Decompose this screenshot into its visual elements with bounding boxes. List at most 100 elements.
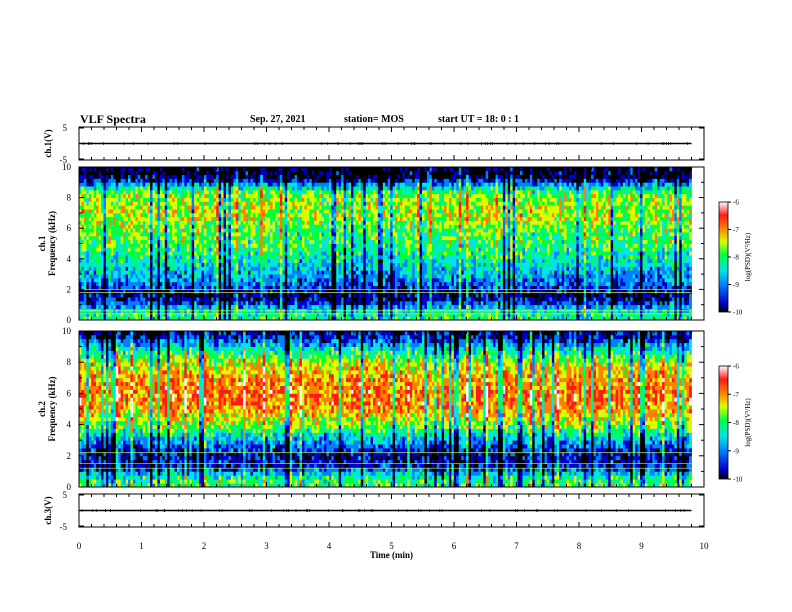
spectrogram-cell	[338, 212, 342, 218]
spectrogram-cell	[113, 201, 117, 206]
spectrogram-cell	[206, 254, 210, 260]
spectrogram-cell	[301, 266, 305, 271]
spectrogram-cell	[260, 274, 264, 279]
spectrogram-cell	[79, 174, 82, 179]
spectrogram-cell	[267, 277, 271, 283]
spectrogram-cell	[91, 277, 95, 283]
spectrogram-cell	[333, 189, 337, 195]
spectrogram-cell	[341, 182, 344, 187]
spectrogram-cell	[184, 189, 188, 195]
spectrogram-cell	[113, 266, 117, 271]
spectrogram-cell	[164, 235, 168, 241]
spectrogram-cell	[110, 224, 114, 229]
spectrogram-cell	[172, 212, 175, 218]
spectrogram-cell	[360, 254, 364, 260]
spectrogram-cell	[152, 182, 156, 187]
spectrogram-cell	[368, 224, 371, 229]
spectrogram-cell	[331, 262, 335, 267]
spectrogram-cell	[270, 312, 273, 317]
spectrogram-cell	[172, 277, 175, 283]
spectrogram-cell	[299, 289, 303, 294]
spectrogram-cell	[96, 224, 99, 229]
spectrogram-cell	[272, 300, 276, 306]
spectrogram-cell	[110, 258, 114, 264]
spectrogram-cell	[294, 277, 298, 283]
spectrogram-cell	[194, 224, 197, 229]
spectrogram-cell	[341, 251, 344, 256]
spectrogram-cell	[301, 197, 305, 202]
spectrogram-cell	[289, 312, 293, 317]
spectrogram-cell	[167, 293, 171, 298]
spectrogram-cell	[206, 182, 210, 187]
spectrogram-cell	[304, 189, 308, 195]
spectrogram-cell	[135, 262, 139, 267]
spectrogram-cell	[184, 205, 188, 210]
spectrogram-cell	[243, 316, 246, 321]
spectrogram-cell	[81, 170, 85, 176]
spectrogram-cell	[304, 316, 308, 321]
spectrogram-cell	[130, 243, 134, 248]
spectrogram-cell	[88, 304, 92, 309]
spectrogram-cell	[260, 205, 264, 210]
spectrogram-cell	[353, 285, 357, 290]
spectrogram-cell	[287, 258, 291, 264]
spectrogram-cell	[147, 243, 151, 248]
spectrogram-cell	[162, 216, 166, 221]
spectrogram-cell	[113, 216, 117, 221]
spectrogram-cell	[321, 293, 325, 298]
spectrogram-cell	[348, 297, 352, 302]
spectrogram-cell	[233, 312, 237, 317]
spectrogram-cell	[203, 239, 207, 244]
spectrogram-cell	[265, 262, 269, 267]
spectrogram-cell	[105, 186, 109, 191]
spectrogram-cell	[297, 277, 300, 283]
spectrogram-cell	[348, 300, 352, 306]
spectrogram-cell	[159, 304, 163, 309]
spectrogram-cell	[96, 285, 99, 290]
spectrogram-cell	[140, 201, 144, 206]
spectrogram-cell	[125, 270, 129, 275]
spectrogram-cell	[277, 205, 281, 210]
spectrogram-cell	[316, 262, 320, 267]
spectrogram-cell	[350, 289, 354, 294]
spectrogram-cell	[299, 201, 303, 206]
spectrogram-cell	[101, 193, 104, 198]
spectrogram-cell	[152, 281, 156, 286]
spectrogram-cell	[228, 224, 232, 229]
spectrogram-cell	[189, 258, 193, 264]
spectrogram-cell	[167, 182, 171, 187]
spectrogram-cell	[191, 285, 195, 290]
spectrogram-cell	[203, 274, 207, 279]
spectrogram-cell	[206, 251, 210, 256]
spectrogram-cell	[245, 239, 249, 244]
spectrogram-cell	[189, 293, 193, 298]
spectrogram-cell	[233, 289, 237, 294]
spectrogram-cell	[123, 197, 126, 202]
spectrogram-cell	[118, 193, 122, 198]
spectrogram-cell	[255, 239, 259, 244]
spectrogram-cell	[81, 220, 85, 225]
spectrogram-cell	[199, 243, 202, 248]
spectrogram-cell	[152, 197, 156, 202]
spectrogram-cell	[328, 270, 332, 275]
spectrogram-cell	[284, 300, 288, 306]
spectrogram-cell	[142, 189, 146, 195]
spectrogram-cell	[328, 170, 332, 176]
spectrogram-cell	[132, 312, 136, 317]
spectrogram-cell	[86, 293, 90, 298]
spectrogram-cell	[328, 182, 332, 187]
spectrogram-cell	[309, 239, 313, 244]
spectrogram-cell	[284, 289, 288, 294]
spectrogram-cell	[206, 178, 210, 183]
spectrogram-cell	[252, 281, 256, 286]
spectrogram-cell	[113, 228, 117, 233]
spectrogram-cell	[311, 251, 315, 256]
spectrogram-cell	[172, 300, 175, 306]
spectrogram-cell	[79, 170, 82, 176]
spectrogram-cell	[199, 201, 202, 206]
spectrogram-cell	[152, 251, 156, 256]
spectrogram-cell	[336, 216, 340, 221]
spectrogram-cell	[223, 289, 227, 294]
spectrogram-cell	[88, 316, 92, 321]
spectrogram-cell	[105, 312, 109, 317]
